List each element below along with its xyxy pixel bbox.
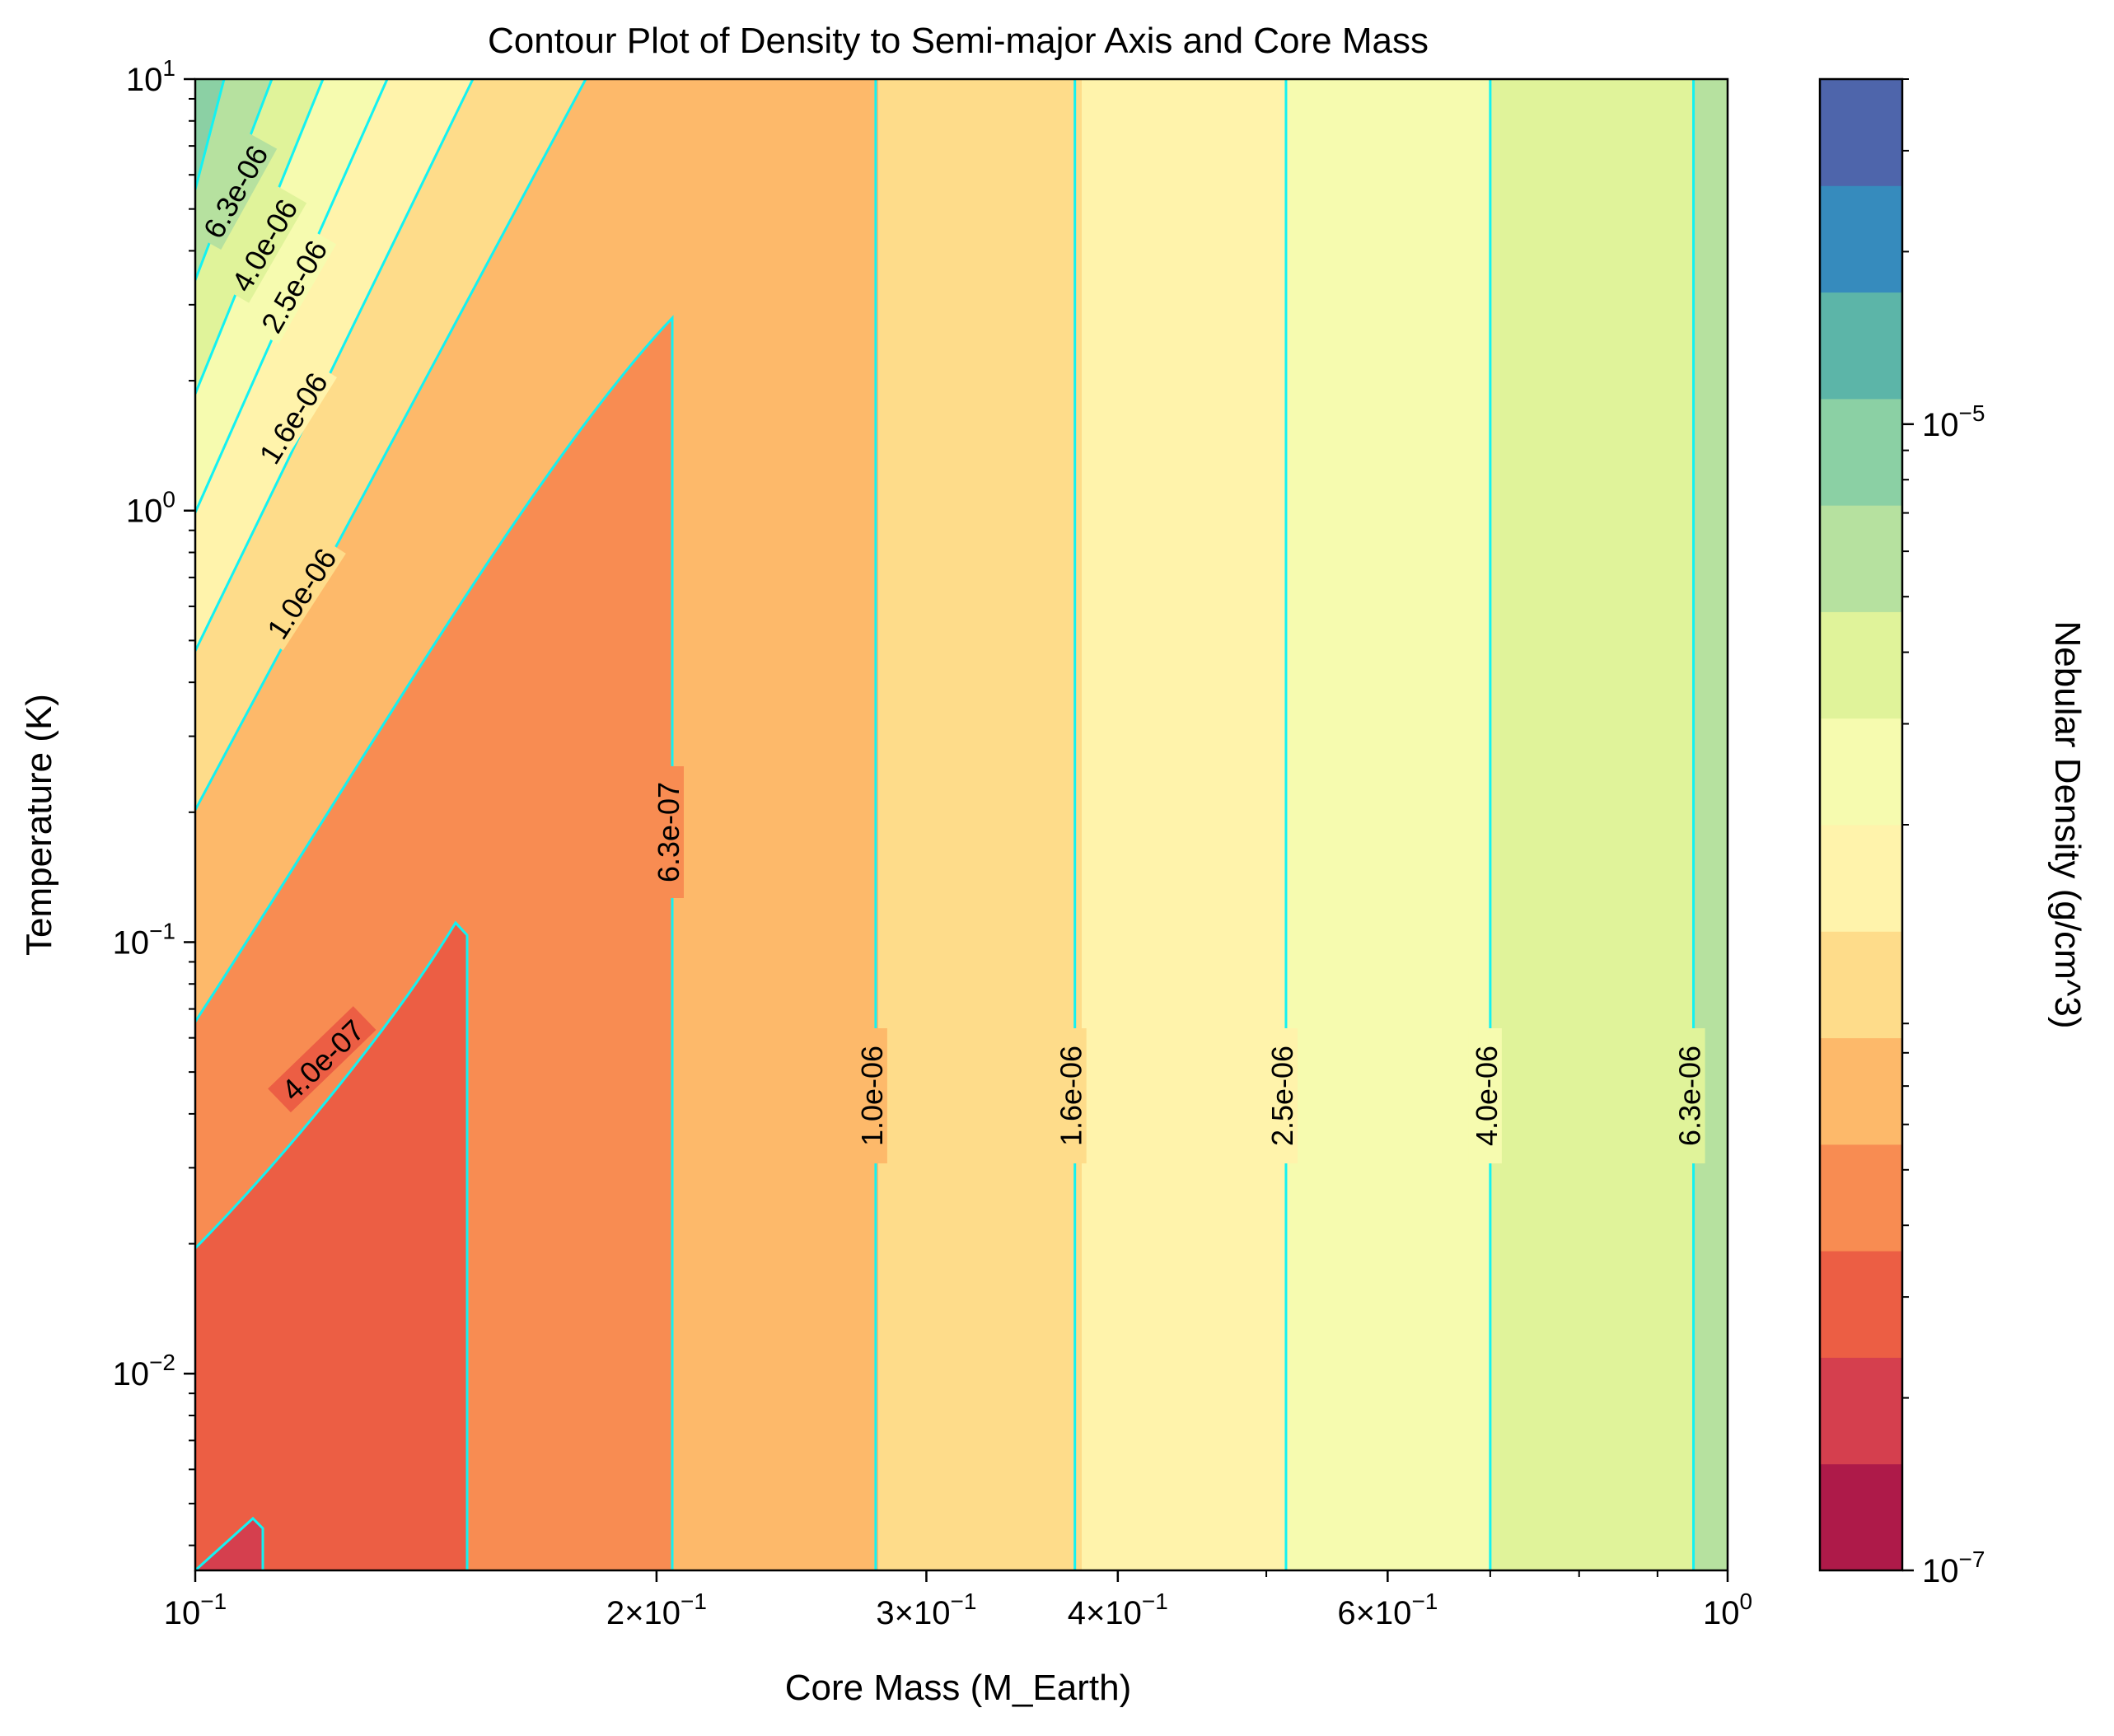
axes-frame [194,77,1729,1572]
colorbar-label: Nebular Density (g/cm^3) [2047,620,2088,1028]
contour-label-bg [1264,1028,1298,1163]
x-axis-label: Core Mass (M_Earth) [785,1668,1132,1708]
contour-label-group: 1.6e-06 [1053,1028,1088,1163]
colorbar-band [1820,79,1902,186]
contour-label-bg [255,536,346,651]
x-tick-label: 3×10−1 [876,1589,976,1631]
colorbar-band [1820,1357,1902,1465]
contour-label-group: 6.3e-06 [1672,1028,1707,1163]
colorbar-band [1820,611,1902,719]
colorbar-band [1820,398,1902,506]
region-band-7 [1082,79,1285,1570]
contour-label-bg [195,133,278,250]
contour-label-group: 6.3e-07 [651,766,685,898]
colorbar-band [1820,1037,1902,1145]
contour-line-diag-1.0e-05 [195,79,226,190]
contour-label-bg [268,1006,376,1113]
contour-line-2.5e-07 [195,1516,264,1570]
y-tick-label: 10−2 [113,1350,175,1392]
colorbar: 10−7 10−5 [1818,77,1985,1589]
contour-label-group: 4.0e-06 [1468,1028,1504,1163]
x-tick-label: 10−1 [164,1589,227,1631]
colorbar-band [1820,718,1902,826]
contour-label: 6.3e-07 [652,782,685,882]
x-axis: 10−1 2×10−1 3×10−1 4×10−1 6×10−1 100 [164,1570,1752,1631]
contour-label-group: 2.5e-06 [1264,1028,1299,1163]
x-tick-label: 2×10−1 [606,1589,707,1631]
x-tick-label: 100 [1703,1589,1752,1631]
colorbar-band [1820,1463,1902,1571]
region-band-10 [1694,79,1728,1570]
colorbar-tick-label: 10−7 [1922,1546,1985,1589]
colorbar-tick-label: 10−5 [1922,400,1985,443]
plot-area: 1.0e-06 1.6e-06 2.5e-06 4.0e-06 6.3e-06 6.3e… [195,79,1728,1570]
y-tick-label: 101 [126,55,175,98]
contour-label-group: 1.0e-06 [854,1028,889,1163]
y-axis: 10−2 10−1 100 101 [113,55,195,1546]
contour-label: 4.0e-06 [1470,1046,1504,1146]
colorbar-band [1820,505,1902,612]
y-tick-label: 100 [126,487,175,530]
contour-line-diag-1.6e-06 [195,79,475,652]
contour-label: 1.6e-06 [1055,1046,1088,1146]
chart-title: Contour Plot of Density to Semi-major Ax… [488,21,1429,61]
region-band-3 [195,923,467,1570]
contour-line-6.3e-07 [195,315,674,1570]
contour-label-bg [1053,1028,1087,1163]
contour-line-4.0e-07 [195,920,469,1570]
contour-label: 1.0e-06 [855,1046,889,1146]
contour-line-diag-1.0e-06 [195,79,587,811]
vertical-contours: 1.0e-06 1.6e-06 2.5e-06 4.0e-06 6.3e-06 [854,79,1707,1570]
contour-label-bg [250,227,337,344]
contour-label-bg [1672,1028,1705,1163]
contour-label-bg [220,186,307,303]
contour-label: 6.3e-06 [1673,1046,1707,1146]
region-band-8 [1285,79,1490,1570]
contour-label-bg [651,766,684,898]
x-tick-label: 6×10−1 [1337,1589,1438,1631]
colorbar-band [1820,1251,1902,1358]
contour-label-bg [1468,1028,1502,1163]
colorbar-band [1820,931,1902,1039]
colorbar-band [1820,1144,1902,1252]
contour-label: 2.5e-06 [1265,1046,1299,1146]
contour-label-bg [247,359,337,475]
colorbar-band [1820,185,1902,293]
contour-label-bg [854,1028,887,1163]
y-tick-label: 10−1 [113,918,175,961]
region-band-9 [1490,79,1694,1570]
x-tick-label: 4×10−1 [1068,1589,1168,1631]
region-band-2 [195,1518,263,1570]
region-band-6 [878,79,1082,1570]
colorbar-band [1820,825,1902,932]
colorbar-band [1820,292,1902,400]
y-axis-label: Temperature (K) [19,694,59,956]
